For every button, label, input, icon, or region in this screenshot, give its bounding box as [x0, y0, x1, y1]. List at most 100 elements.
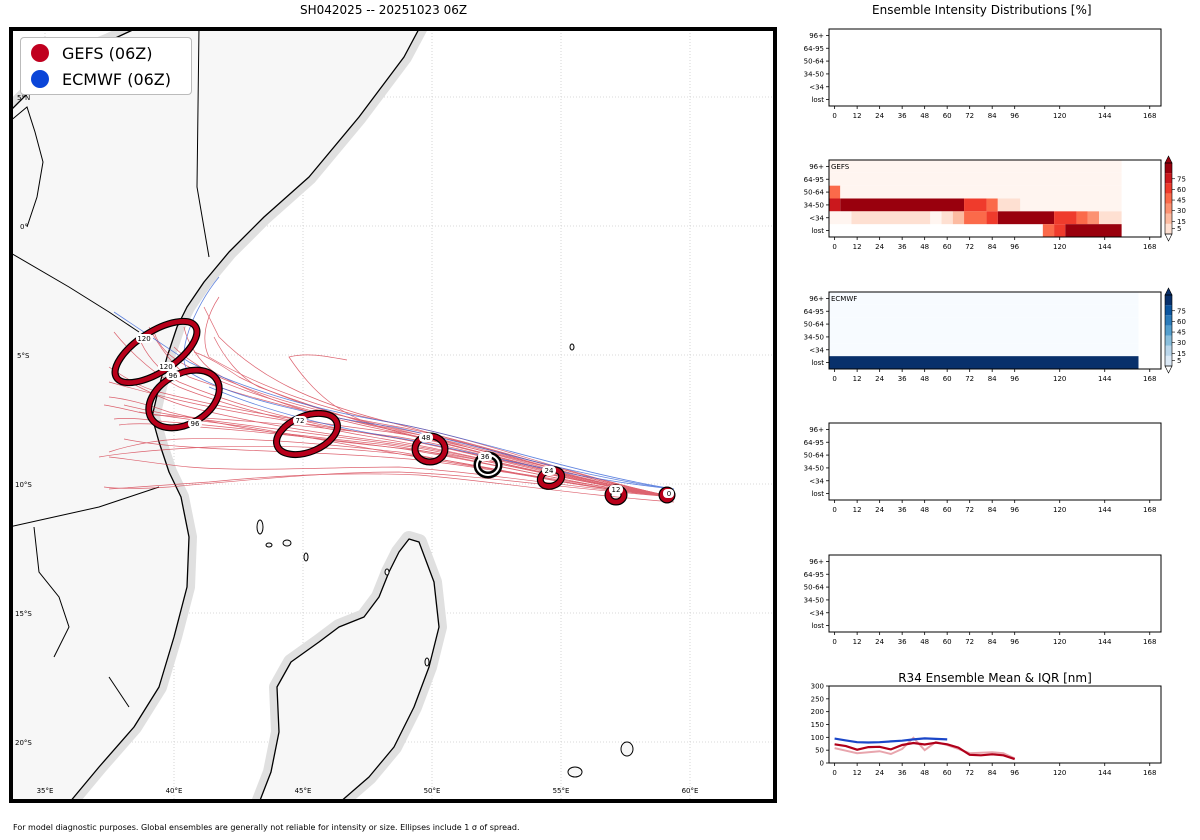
x-tick-label-2-8: 96 — [1010, 375, 1019, 383]
y-tick-label-6: 300 — [811, 683, 824, 691]
row-label-2-0: 96+ — [809, 295, 824, 303]
x-tick-label-4-11: 168 — [1143, 638, 1156, 646]
x-tick-label-0-11: 168 — [1143, 112, 1156, 120]
svg-text:50°E: 50°E — [424, 787, 441, 795]
colorbar-tick-label-1-2: 30 — [1177, 207, 1186, 215]
x-tick-label-0-7: 84 — [988, 112, 997, 120]
colorbar-seg-1-0 — [1165, 223, 1172, 234]
colorbar-tick-label-1-1: 15 — [1177, 218, 1186, 226]
x-tick-label-0-3: 36 — [898, 112, 907, 120]
row-label-0-5: lost — [811, 96, 824, 104]
colorbar-frame-1 — [1164, 162, 1173, 235]
heat-cell-1-13 — [941, 211, 953, 225]
x-tick-label-0-10: 144 — [1098, 112, 1112, 120]
x-tick-label-1-11: 168 — [1143, 243, 1156, 251]
x-tick-label-3-6: 72 — [965, 506, 974, 514]
x-tick-label-3-4: 48 — [920, 506, 929, 514]
ecmwf-marker — [31, 70, 49, 88]
fh-label-24: 24 — [542, 466, 556, 475]
islands — [256, 343, 634, 778]
legend-entry-gefs: GEFS (06Z) — [31, 41, 152, 65]
legend-label-gefs: GEFS (06Z) — [62, 43, 153, 63]
heat-cell-2-5 — [829, 356, 1139, 369]
x-tick-label-3-11: 168 — [1143, 506, 1156, 514]
gefs-marker — [31, 44, 49, 62]
fh-label-120a: 120 — [136, 334, 153, 343]
heat-cell-1-6 — [964, 198, 987, 212]
heat-cell-2-4 — [829, 343, 1139, 357]
colorbar-seg-1-4 — [1165, 183, 1172, 194]
panel-frame-3 — [828, 422, 1162, 501]
heat-cell-1-4 — [829, 198, 841, 212]
heat-cell-1-1 — [829, 172, 1122, 186]
x-tick-label-5-8: 96 — [1010, 769, 1019, 777]
x-tick-label-2-2: 24 — [875, 375, 884, 383]
heat-cell-2-2 — [829, 317, 1139, 331]
x-tick-label-0-0: 0 — [832, 112, 836, 120]
map-title: SH042025 -- 20251023 06Z — [300, 3, 468, 17]
svg-text:40°E: 40°E — [166, 787, 183, 795]
heat-cell-1-2 — [829, 185, 841, 199]
row-label-3-0: 96+ — [809, 426, 824, 434]
heat-cell-1-22 — [1042, 224, 1055, 237]
track-map: 0 12 24 36 48 72 96 96 120 120 5°N 0° 5°… — [9, 27, 777, 803]
x-tick-label-4-0: 0 — [832, 638, 836, 646]
heat-cell-1-9 — [1020, 198, 1122, 212]
row-label-4-5: lost — [811, 622, 824, 630]
heat-cell-1-19 — [1076, 211, 1088, 225]
x-tick-label-0-8: 96 — [1010, 112, 1019, 120]
x-tick-label-5-6: 72 — [965, 769, 974, 777]
y-tick-label-3: 150 — [811, 721, 824, 729]
heat-cell-1-23 — [1054, 224, 1066, 237]
x-tick-label-2-0: 0 — [832, 375, 836, 383]
panel-label-1: GEFS — [831, 163, 850, 171]
heat-cell-1-11 — [851, 211, 931, 225]
footer-note: For model diagnostic purposes. Global en… — [13, 823, 520, 832]
r34-series-2 — [834, 737, 948, 744]
x-tick-label-3-3: 36 — [898, 506, 907, 514]
colorbar-seg-1-1 — [1165, 213, 1172, 224]
colorbar-tick-label-2-2: 30 — [1177, 339, 1186, 347]
r34-series-0 — [834, 736, 1016, 760]
row-label-2-1: 64-95 — [804, 308, 824, 316]
colorbar-seg-2-0 — [1165, 355, 1172, 366]
heat-cell-1-5 — [840, 198, 965, 212]
row-label-4-1: 64-95 — [804, 571, 824, 579]
svg-text:10°S: 10°S — [15, 481, 32, 489]
colorbar-tick-label-1-5: 75 — [1177, 175, 1186, 183]
colorbar-min-arrow-2 — [1164, 365, 1173, 374]
heat-cell-2-1 — [829, 304, 1139, 318]
x-tick-label-2-1: 12 — [853, 375, 862, 383]
heat-cell-2-0 — [829, 292, 1139, 305]
colorbar-seg-2-1 — [1165, 345, 1172, 356]
map-legend: GEFS (06Z) ECMWF (06Z) — [20, 37, 192, 95]
panel-5: R34 Ensemble Mean & IQR [nm] 0 50 100 150 200… — [811, 671, 1162, 777]
row-label-1-4: <34 — [809, 214, 824, 222]
svg-text:120: 120 — [159, 363, 172, 371]
panel-2: 96+ 64-95 50-64 34-50 <34 lost ECMWF 515 30 45 60 7… — [804, 287, 1186, 383]
x-tick-label-0-9: 120 — [1053, 112, 1066, 120]
svg-text:24: 24 — [545, 467, 554, 475]
colorbar-tick-label-2-0: 5 — [1177, 357, 1181, 365]
svg-text:120: 120 — [137, 335, 150, 343]
y-tick-label-2: 100 — [811, 734, 824, 742]
heat-cell-1-20 — [1087, 211, 1100, 225]
row-label-3-1: 64-95 — [804, 439, 824, 447]
y-tick-label-4: 200 — [811, 708, 824, 716]
svg-text:0: 0 — [667, 490, 671, 498]
x-tick-label-3-10: 144 — [1098, 506, 1112, 514]
intensity-title: Ensemble Intensity Distributions [%] — [872, 3, 1092, 17]
svg-text:55°E: 55°E — [553, 787, 570, 795]
row-label-3-5: lost — [811, 490, 824, 498]
x-tick-label-5-11: 168 — [1143, 769, 1156, 777]
heat-cell-2-3 — [829, 330, 1139, 344]
fh-label-96b: 96 — [188, 419, 202, 428]
colorbar-seg-2-3 — [1165, 325, 1172, 336]
colorbar-tick-label-2-5: 75 — [1177, 307, 1186, 315]
x-tick-label-0-5: 60 — [943, 112, 952, 120]
panel-frame-1 — [828, 159, 1162, 238]
heat-cell-1-14 — [952, 211, 965, 225]
x-tick-label-3-1: 12 — [853, 506, 862, 514]
svg-text:45°E: 45°E — [295, 787, 312, 795]
colorbar-tick-label-2-4: 60 — [1177, 318, 1186, 326]
